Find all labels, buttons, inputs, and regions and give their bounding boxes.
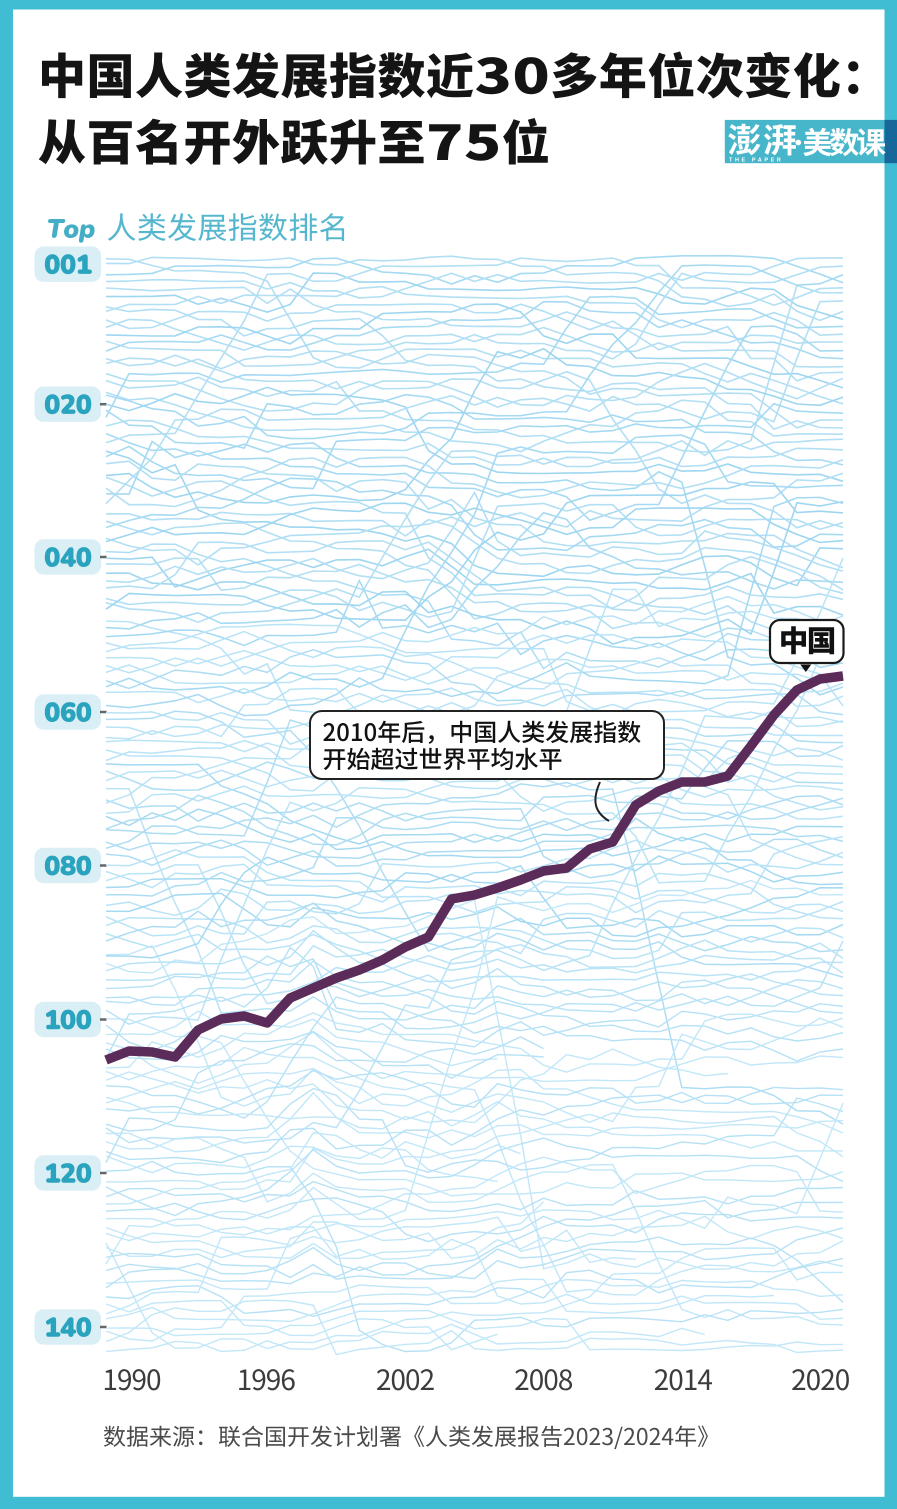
svg-text:THE PAPER: THE PAPER (729, 158, 783, 164)
